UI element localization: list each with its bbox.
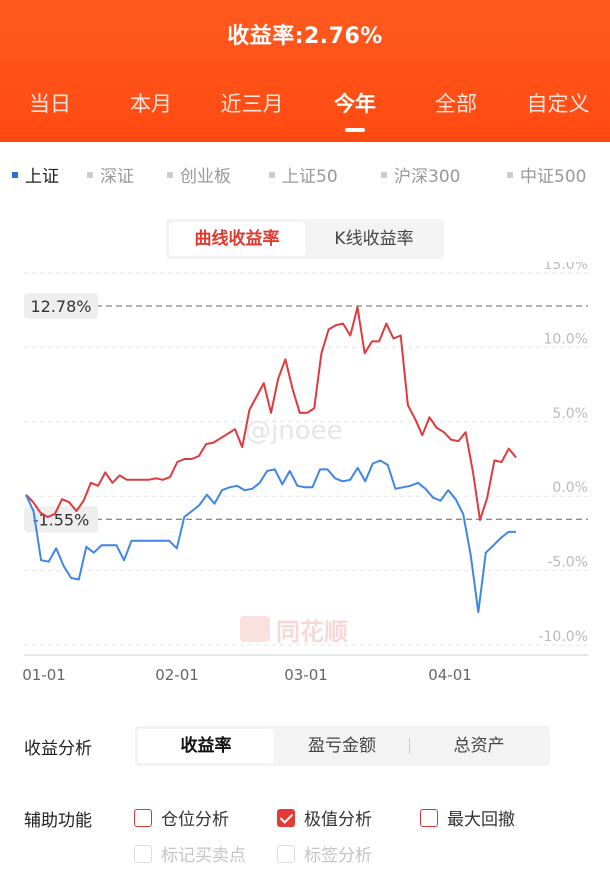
index-tab-sse50[interactable]: 上证50 [269,162,338,187]
square-marker-icon [381,171,387,178]
checkbox-label: 标记买卖点 [161,846,246,866]
index-series-line [25,459,516,614]
y-tick-label: -5.0% [547,555,588,571]
analysis-toggle: 收益率 盈亏金额 总资产 [135,726,550,766]
index-tab-label: 沪深300 [394,167,461,187]
watermark-logo-icon [240,616,270,642]
max-drawdown-checkbox[interactable]: 最大回撤 [420,805,515,830]
y-tick-label: 0.0% [552,480,588,496]
checkbox-icon [420,808,438,827]
tab-this-year[interactable]: 今年 [334,92,376,116]
total-assets-button[interactable]: 总资产 [453,736,505,756]
square-marker-icon [87,171,93,178]
index-tab-shenzhen[interactable]: 深证 [87,162,134,187]
square-marker-icon [12,171,18,178]
index-tab-label: 上证50 [282,167,338,187]
index-tab-shanghai[interactable]: 上证 [12,162,59,187]
checkbox-icon [134,844,152,863]
y-tick-label: 15.0% [544,262,588,273]
kline-return-button[interactable]: K线收益率 [334,229,414,249]
x-tick-label: 03-01 [284,666,328,684]
y-tick-label: -10.0% [538,629,588,645]
y-tick-label: 10.0% [544,331,588,347]
checkbox-label: 标签分析 [304,846,372,866]
square-marker-icon [167,171,173,178]
profit-amount-button[interactable]: 盈亏金额 [308,736,376,756]
index-tab-csi300[interactable]: 沪深300 [381,162,460,187]
checkbox-label: 最大回撤 [447,810,515,830]
watermark-handle: @jnoee [245,416,343,446]
index-tab-chinext[interactable]: 创业板 [167,162,231,187]
index-tabs: 上证 深证 创业板 上证50 沪深300 中证500 [0,162,610,190]
checkbox-checked-icon [277,808,295,827]
tab-this-month[interactable]: 本月 [130,92,172,116]
square-marker-icon [269,171,275,178]
watermark-text: 同花顺 [276,618,348,646]
index-tab-label: 深证 [100,167,134,187]
index-tab-label: 创业板 [180,167,231,187]
index-tab-label: 中证500 [520,167,587,187]
checkbox-icon [277,844,295,863]
x-tick-label: 04-01 [428,666,472,684]
mark-trades-checkbox: 标记买卖点 [134,841,246,866]
square-marker-icon [507,171,513,178]
checkbox-label: 仓位分析 [161,810,229,830]
header: 收益率:2.76% 当日 本月 近三月 今年 全部 自定义 [0,0,610,142]
x-tick-label: 02-01 [155,666,199,684]
period-tabs: 当日 本月 近三月 今年 全部 自定义 [0,88,610,138]
tab-all[interactable]: 全部 [435,92,477,116]
index-tab-csi500[interactable]: 中证500 [507,162,586,187]
divider [409,738,410,754]
x-tick-label: 01-01 [22,666,66,684]
max-value-badge [24,293,98,320]
aux-label: 辅助功能 [24,811,92,831]
index-tab-label: 上证 [25,167,59,187]
y-tick-label: 5.0% [552,406,588,422]
position-analysis-checkbox[interactable]: 仓位分析 [134,805,229,830]
analysis-label: 收益分析 [24,739,92,759]
checkbox-label: 极值分析 [304,810,372,830]
portfolio-series-line [25,306,517,521]
checkbox-icon [134,808,152,827]
page-title: 收益率:2.76% [227,24,383,49]
tab-custom[interactable]: 自定义 [526,92,590,116]
return-rate-button[interactable]: 收益率 [138,729,274,763]
tab-three-months[interactable]: 近三月 [220,92,284,116]
active-tab-indicator [345,128,365,132]
min-value-label: -1.55% [33,510,90,529]
curve-return-button[interactable]: 曲线收益率 [169,222,305,256]
extreme-analysis-checkbox[interactable]: 极值分析 [277,805,372,830]
tag-analysis-checkbox: 标签分析 [277,841,372,866]
return-chart: 12.78% -1.55% 15.0% 10.0% 5.0% 0.0% -5.0% -10.… [22,262,588,684]
chart-type-toggle: 曲线收益率 K线收益率 [166,219,444,259]
max-value-label: 12.78% [30,297,91,316]
tab-today[interactable]: 当日 [29,92,71,116]
